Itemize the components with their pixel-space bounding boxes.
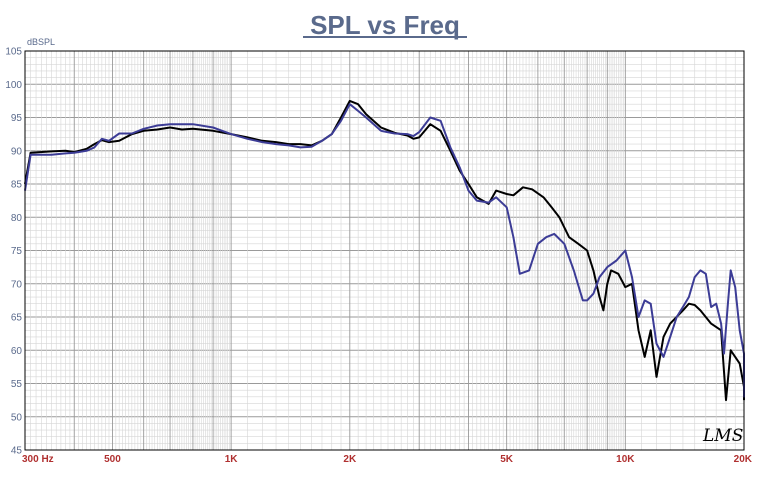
y-tick-label: 60 [11,346,23,357]
y-tick-label: 55 [11,379,23,390]
x-tick-label: 20K [734,454,753,465]
series-group [24,99,745,402]
y-ticks: 45 50 55 60 65 70 75 80 85 90 95 100 105 [5,47,22,457]
grid [24,50,745,451]
y-tick-label: 95 [11,113,23,124]
y-tick-label: 105 [5,47,22,58]
y-tick-label: 85 [11,180,23,191]
x-tick-label: 300 Hz [22,454,54,465]
x-tick-label: 2K [343,454,357,465]
x-ticks: 300 Hz 500 1K 2K 5K 10K 20K [22,454,753,465]
x-tick-label: 10K [616,454,635,465]
series-line-blue [24,103,745,398]
x-tick-label: 5K [500,454,514,465]
y-tick-label: 90 [11,146,23,157]
y-tick-label: 100 [5,80,22,91]
y-axis-label: dBSPL [27,37,55,47]
y-tick-label: 75 [11,246,23,257]
x-tick-label: 1K [225,454,239,465]
plot-frame [24,50,745,451]
series-line-black [24,99,745,402]
y-tick-label: 65 [11,313,23,324]
x-tick-label: 500 [104,454,121,465]
y-tick-label: 70 [11,279,23,290]
y-tick-label: 45 [11,446,23,457]
y-tick-label: 50 [11,412,23,423]
chart-title: SPL vs Freq [310,10,460,40]
y-tick-label: 80 [11,213,23,224]
lms-watermark: LMS [702,426,743,446]
